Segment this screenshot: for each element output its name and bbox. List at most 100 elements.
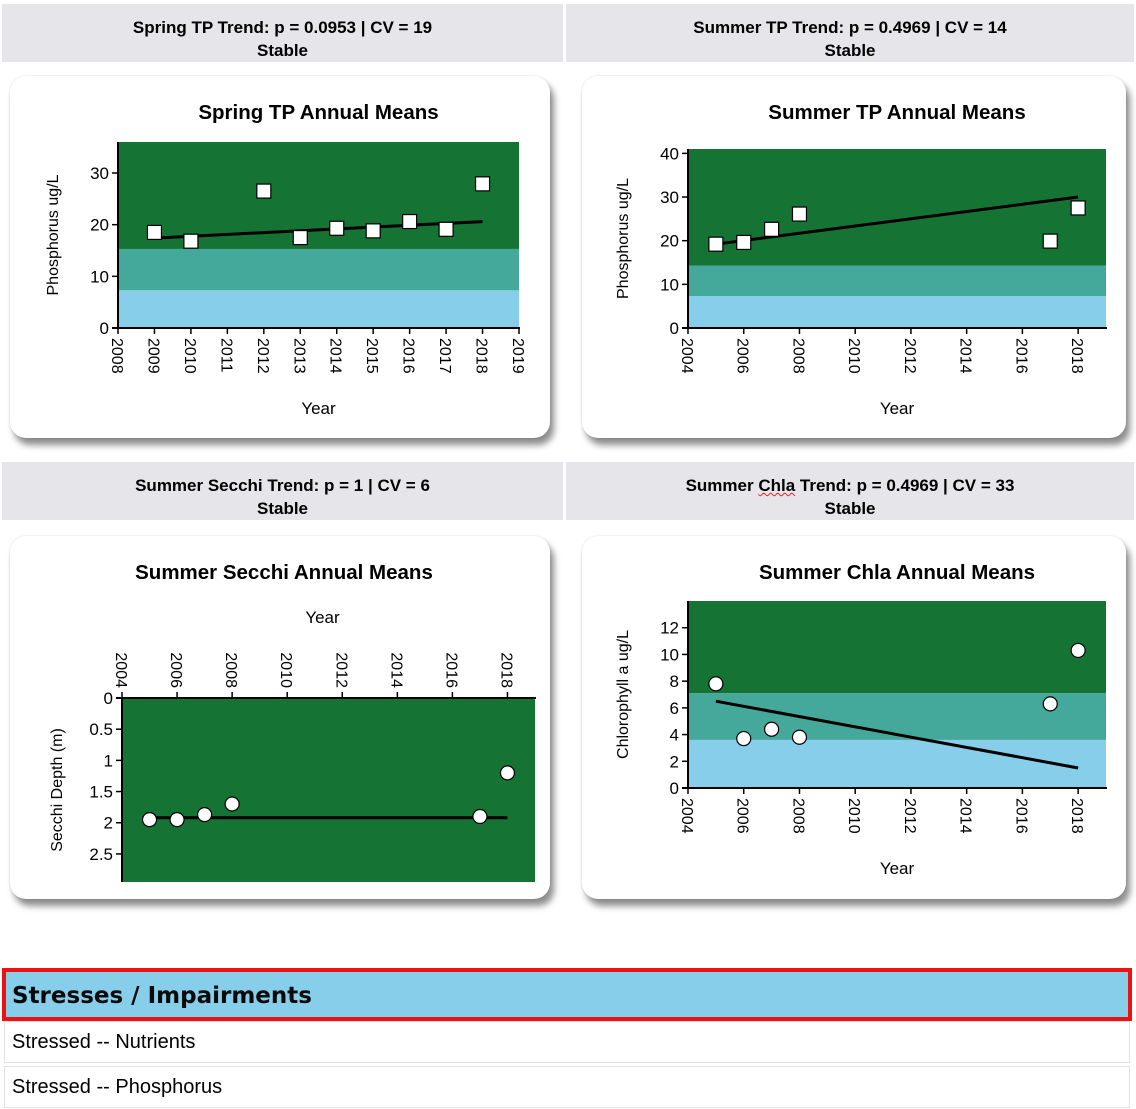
x-tick-label: 2011 — [217, 338, 234, 373]
trend-header-line: Summer Secchi Trend: p = 1 | CV = 6 — [135, 476, 430, 495]
trend-header-line: Spring TP Trend: p = 0.0953 | CV = 19 — [132, 18, 433, 37]
band-mid — [118, 248, 519, 291]
y-tick-label: 0 — [670, 779, 679, 798]
header-spellcheck-word: Chla — [758, 476, 796, 495]
x-tick-label: 2019 — [509, 338, 526, 374]
x-tick-label: 2012 — [901, 798, 918, 834]
band-high — [118, 142, 519, 249]
data-point — [764, 721, 780, 737]
trend-status: Stable — [256, 499, 309, 518]
y-tick-label: 1.5 — [89, 783, 113, 802]
data-point — [791, 729, 808, 745]
data-point — [402, 213, 418, 230]
y-tick-label: 2.5 — [89, 845, 113, 864]
trend-status: Stable — [256, 41, 309, 60]
band-mid — [688, 693, 1106, 740]
x-tick-label: 2010 — [181, 338, 198, 374]
summer-tp-trend-header: Summer TP Trend: p = 0.4969 | CV = 14 St… — [566, 4, 1134, 62]
x-tick-label: 2008 — [108, 338, 125, 374]
data-point — [141, 812, 158, 828]
summer-secchi-chart-card: Summer Secchi Annual Means 0 0.5 1 1.5 2 2.5 20… — [10, 536, 550, 899]
stresses-impairments-header[interactable]: Stresses / Impairments — [2, 968, 1132, 1021]
data-point — [292, 229, 308, 246]
y-tick-label: 8 — [670, 672, 679, 691]
data-point — [736, 234, 752, 251]
x-tick-label: 2004 — [112, 652, 129, 688]
trend-header-line: Summer Chla Trend: p = 0.4969 | CV = 33 — [566, 474, 1134, 497]
x-tick-label: 2013 — [290, 338, 307, 374]
y-tick-label: 1 — [104, 751, 113, 770]
y-axis-title: Phosphorus ug/L — [45, 174, 62, 295]
y-tick-label: 0 — [100, 319, 109, 338]
data-point — [1070, 642, 1086, 659]
y-tick-label: 20 — [660, 232, 679, 251]
y-axis-title: Chlorophyll a ug/L — [615, 630, 632, 759]
x-axis-title: Year — [305, 608, 340, 627]
spring-tp-trend-header: Spring TP Trend: p = 0.0953 | CV = 19 St… — [2, 4, 563, 62]
chart-title: Spring TP Annual Means — [198, 101, 438, 124]
x-tick-label: 2014 — [387, 652, 404, 688]
y-tick-label: 4 — [670, 726, 679, 745]
trend-status: Stable — [824, 41, 876, 60]
data-point — [329, 220, 345, 236]
data-point — [1042, 233, 1058, 249]
x-tick-label: 2008 — [222, 652, 239, 688]
x-tick-label: 2018 — [497, 652, 514, 688]
x-tick-label: 2004 — [678, 798, 695, 834]
data-point — [708, 676, 724, 692]
x-tick-label: 2016 — [1012, 798, 1029, 834]
data-point — [1042, 696, 1058, 712]
band-low — [118, 290, 519, 328]
y-tick-label: 30 — [90, 164, 109, 183]
x-tick-label: 2004 — [678, 338, 695, 374]
x-axis-title: Year — [880, 859, 915, 878]
summer-chla-chart: Summer Chla Annual Means 0 2 4 6 8 10 12 2004 200… — [615, 561, 1107, 878]
data-point — [764, 221, 780, 237]
band-high — [688, 601, 1106, 694]
trend-line — [715, 699, 1079, 770]
y-tick-label: 2 — [670, 752, 679, 771]
spring-tp-chart-card: Spring TP Annual Means 0 10 20 30 2008 2009 201… — [10, 76, 550, 438]
summer-chla-trend-header: Summer Chla Trend: p = 0.4969 | CV = 33 … — [566, 462, 1134, 520]
x-tick-label: 2012 — [901, 338, 918, 374]
x-axis-title: Year — [880, 399, 915, 418]
x-tick-label: 2006 — [734, 338, 751, 374]
chart-title: Summer Secchi Annual Means — [135, 561, 433, 584]
y-tick-label: 40 — [660, 144, 679, 163]
band-high — [688, 149, 1106, 266]
summer-secchi-chart: Summer Secchi Annual Means 0 0.5 1 1.5 2 2.5 20… — [49, 561, 536, 882]
y-axis-title: Secchi Depth (m) — [49, 728, 66, 852]
summer-tp-chart: Summer TP Annual Means 0 10 20 30 40 2004 2006 2… — [615, 101, 1107, 418]
y-tick-label: 0 — [670, 319, 679, 338]
summer-chla-chart-card: Summer Chla Annual Means 0 2 4 6 8 10 12 2004 200… — [582, 536, 1126, 899]
data-point — [708, 236, 724, 252]
y-tick-label: 10 — [660, 645, 679, 664]
y-tick-label: 20 — [90, 216, 109, 235]
y-tick-label: 0.5 — [89, 720, 113, 739]
data-point — [474, 176, 491, 192]
x-tick-label: 2014 — [957, 338, 974, 374]
x-tick-label: 2018 — [1068, 798, 1085, 834]
trend-header-line: Summer TP Trend: p = 0.4969 | CV = 14 — [693, 18, 1007, 37]
header-text: Summer — [685, 476, 759, 495]
x-tick-label: 2006 — [734, 798, 751, 834]
x-tick-label: 2012 — [332, 652, 349, 688]
x-tick-label: 2016 — [1012, 338, 1029, 374]
x-tick-label: 2010 — [277, 652, 294, 688]
y-tick-label: 6 — [670, 699, 679, 718]
data-point — [169, 812, 185, 828]
section-title: Stresses / Impairments — [12, 983, 312, 1009]
y-tick-label: 2 — [104, 814, 113, 833]
x-tick-label: 2008 — [789, 798, 806, 834]
summer-tp-chart-card: Summer TP Annual Means 0 10 20 30 40 2004 2006 2… — [582, 76, 1126, 438]
x-tick-label: 2006 — [167, 652, 184, 688]
band-high — [122, 698, 535, 882]
data-point — [472, 808, 488, 825]
data-point — [791, 206, 808, 222]
data-point — [183, 233, 199, 249]
list-item: Stressed -- Nutrients — [4, 1021, 1130, 1063]
x-tick-label: 2008 — [789, 338, 806, 374]
x-tick-label: 2014 — [957, 798, 974, 834]
header-text: Trend: p = 0.4969 | CV = 33 — [795, 476, 1015, 495]
summer-secchi-trend-header: Summer Secchi Trend: p = 1 | CV = 6 Stab… — [2, 462, 563, 520]
